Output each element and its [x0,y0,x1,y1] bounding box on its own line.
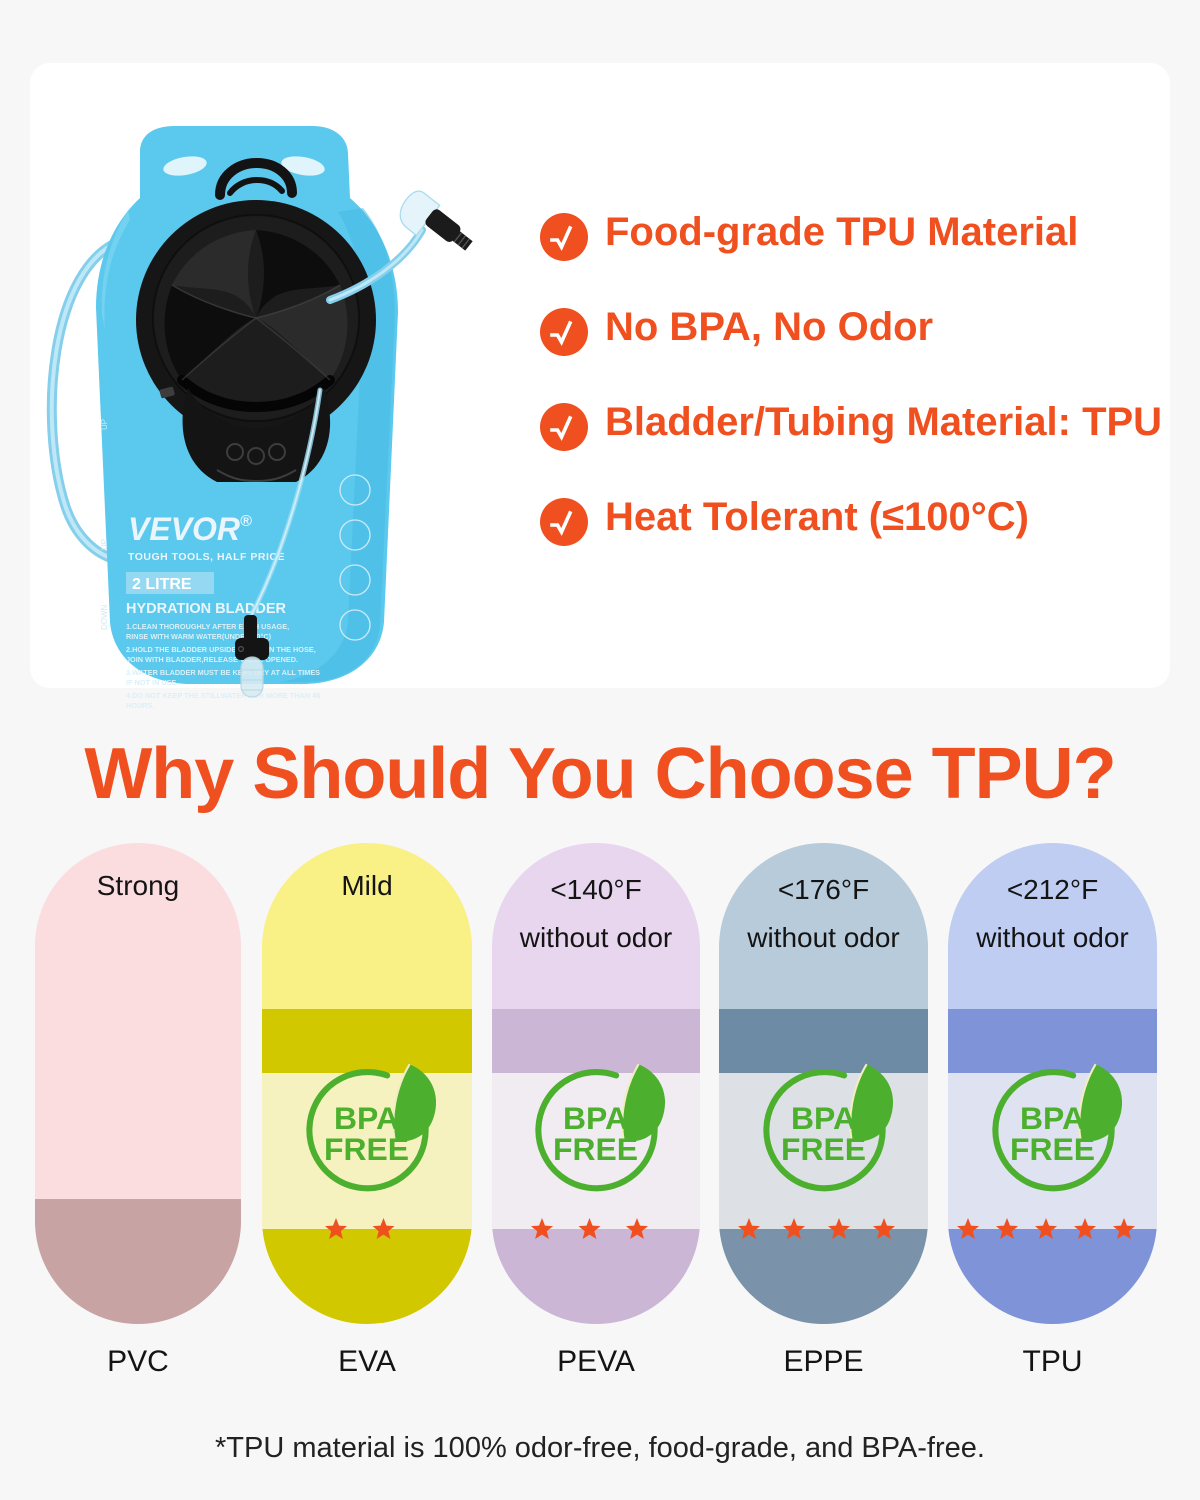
svg-text:HOURS.: HOURS. [126,701,154,710]
svg-text:JOIN WITH BLADDER,RELEASE VALV: JOIN WITH BLADDER,RELEASE VALVE OPENED. [126,655,298,664]
svg-text:1.CLEAN THOROUGHLY AFTER EACH: 1.CLEAN THOROUGHLY AFTER EACH USAGE, [126,622,289,631]
svg-text:2 LITRE: 2 LITRE [132,576,192,593]
svg-text:DOWN: DOWN [100,604,109,630]
svg-text:3.WATER BLADDER MUST BE KEPT D: 3.WATER BLADDER MUST BE KEPT DRY AT ALL … [126,668,320,677]
svg-text:UP: UP [100,419,109,430]
svg-text:IF NOT IN USE.: IF NOT IN USE. [126,678,178,687]
svg-text:HYDRATION BLADDER: HYDRATION BLADDER [126,601,287,617]
svg-text:TOUGH TOOLS, HALF PRICE: TOUGH TOOLS, HALF PRICE [128,551,285,563]
svg-text:4.DO NOT KEEP THE STILLWATER F: 4.DO NOT KEEP THE STILLWATER FOR MORE TH… [126,691,320,700]
svg-text:VEVOR®: VEVOR® [128,511,252,547]
svg-text:UP: UP [100,539,109,550]
svg-text:2.HOLD THE BLADDER UPSIDE DOWN: 2.HOLD THE BLADDER UPSIDE DOWN ON THE HO… [126,645,316,654]
